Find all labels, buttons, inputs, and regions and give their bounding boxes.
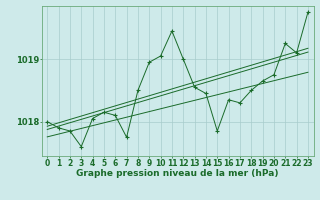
X-axis label: Graphe pression niveau de la mer (hPa): Graphe pression niveau de la mer (hPa) — [76, 169, 279, 178]
